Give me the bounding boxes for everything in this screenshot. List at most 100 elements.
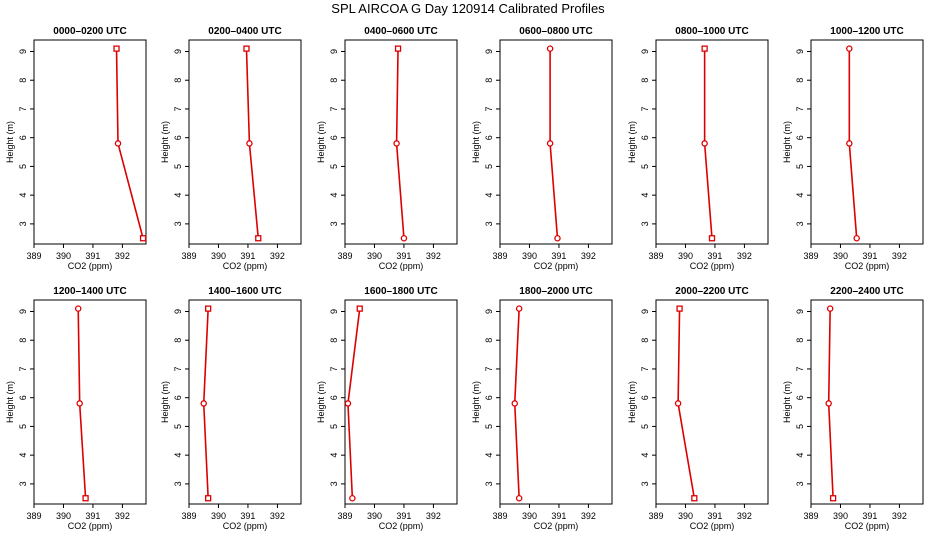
panel-title: 2000–2200 UTC — [675, 286, 748, 297]
y-tick-label: 5 — [640, 164, 650, 169]
y-tick-label: 4 — [795, 453, 805, 458]
x-axis-label: CO2 (ppm) — [223, 261, 268, 271]
y-tick-label: 3 — [329, 481, 339, 486]
y-tick-label: 4 — [173, 453, 183, 458]
plot-frame — [810, 39, 924, 245]
panel-title: 1000–1200 UTC — [830, 26, 903, 37]
y-tick-label: 4 — [173, 193, 183, 198]
x-tick-label: 392 — [581, 251, 596, 261]
y-tick-label: 4 — [795, 193, 805, 198]
x-axis-label: CO2 (ppm) — [845, 521, 890, 531]
y-tick-label: 3 — [18, 481, 28, 486]
data-point — [349, 495, 356, 502]
data-point — [708, 235, 716, 242]
x-tick-label: 389 — [492, 251, 507, 261]
x-tick-label: 389 — [492, 511, 507, 521]
y-tick-label: 5 — [18, 164, 28, 169]
y-tick-label: 8 — [173, 338, 183, 343]
x-axis-label: CO2 (ppm) — [68, 521, 113, 531]
x-tick-label: 390 — [56, 251, 71, 261]
y-tick-label: 9 — [173, 49, 183, 54]
y-axis-label: Height (m) — [782, 381, 792, 423]
data-point — [701, 140, 708, 147]
y-tick-label: 4 — [640, 193, 650, 198]
y-tick-label: 7 — [329, 366, 339, 371]
panel-title: 0800–1000 UTC — [675, 26, 748, 37]
data-point — [554, 235, 561, 242]
y-tick-label: 6 — [484, 135, 494, 140]
x-tick-label: 390 — [211, 511, 226, 521]
y-tick-label: 9 — [18, 309, 28, 314]
x-tick-label: 392 — [115, 251, 130, 261]
y-tick-label: 6 — [18, 395, 28, 400]
x-axis-label: CO2 (ppm) — [690, 521, 735, 531]
data-point — [546, 140, 554, 147]
panel-title: 1600–1800 UTC — [364, 286, 437, 297]
y-tick-label: 7 — [173, 106, 183, 111]
y-tick-label: 4 — [640, 453, 650, 458]
plot-frame — [655, 39, 769, 245]
x-tick-label: 390 — [522, 251, 537, 261]
y-axis-label: Height (m) — [316, 381, 326, 423]
y-tick-label: 5 — [484, 164, 494, 169]
y-tick-label: 6 — [640, 135, 650, 140]
x-axis-label: CO2 (ppm) — [845, 261, 890, 271]
data-point — [846, 45, 853, 52]
y-tick-label: 8 — [640, 338, 650, 343]
y-tick-label: 3 — [329, 221, 339, 226]
y-tick-label: 3 — [795, 221, 805, 226]
y-tick-label: 3 — [640, 481, 650, 486]
y-tick-label: 5 — [329, 424, 339, 429]
data-point — [139, 235, 147, 242]
y-tick-label: 9 — [640, 309, 650, 314]
x-axis-label: CO2 (ppm) — [68, 261, 113, 271]
y-tick-label: 7 — [18, 106, 28, 111]
data-point — [114, 140, 122, 147]
y-tick-label: 8 — [484, 78, 494, 83]
x-tick-label: 389 — [648, 251, 663, 261]
data-point — [825, 400, 832, 407]
y-tick-label: 4 — [18, 193, 28, 198]
data-point — [853, 235, 860, 242]
y-tick-label: 4 — [484, 453, 494, 458]
data-point — [246, 140, 253, 147]
y-tick-label: 9 — [640, 49, 650, 54]
data-point — [400, 235, 408, 242]
data-point — [676, 305, 683, 312]
y-tick-label: 7 — [795, 366, 805, 371]
y-tick-label: 5 — [484, 424, 494, 429]
y-tick-label: 8 — [18, 78, 28, 83]
x-tick-label: 391 — [396, 511, 411, 521]
y-tick-label: 9 — [329, 309, 339, 314]
panel-title: 0000–0200 UTC — [53, 26, 126, 37]
data-point — [701, 45, 708, 52]
y-axis-label: Height (m) — [782, 121, 792, 163]
y-axis-label: Height (m) — [5, 121, 15, 163]
y-tick-label: 7 — [484, 366, 494, 371]
y-tick-label: 5 — [640, 424, 650, 429]
y-tick-label: 6 — [329, 395, 339, 400]
data-point — [546, 45, 554, 52]
data-point — [846, 140, 853, 147]
y-axis-label: Height (m) — [627, 121, 637, 163]
data-point — [674, 400, 682, 407]
y-tick-label: 8 — [640, 78, 650, 83]
data-point — [344, 400, 352, 407]
plot-frame — [188, 39, 302, 245]
x-tick-label: 390 — [678, 511, 693, 521]
x-tick-label: 391 — [551, 511, 566, 521]
y-tick-label: 7 — [795, 106, 805, 111]
panel-title: 0400–0600 UTC — [364, 26, 437, 37]
data-point — [356, 305, 363, 312]
y-tick-label: 9 — [18, 49, 28, 54]
data-point — [243, 45, 250, 52]
x-tick-label: 389 — [803, 511, 818, 521]
y-tick-label: 5 — [173, 164, 183, 169]
y-tick-label: 5 — [795, 164, 805, 169]
x-tick-label: 392 — [737, 251, 752, 261]
